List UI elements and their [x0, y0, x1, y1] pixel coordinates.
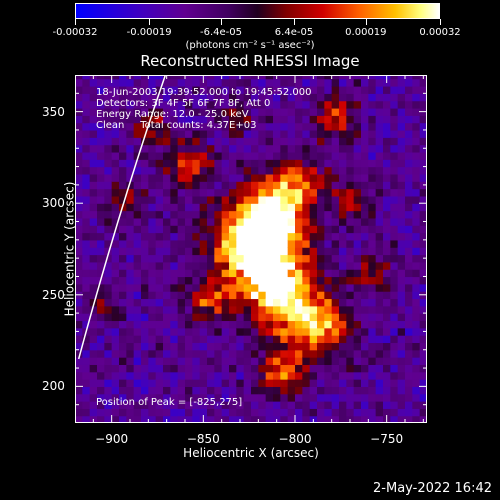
colorbar-tick	[365, 19, 367, 25]
plot-area	[75, 75, 427, 423]
colorbar-tick	[221, 19, 222, 25]
colorbar-tick-label: -6.4e-05	[200, 27, 242, 38]
colorbar	[75, 3, 440, 19]
y-tick-label: 250	[42, 287, 65, 302]
annotation-detectors: Detectors: 3F 4F 5F 6F 7F 8F, Att 0	[96, 98, 271, 109]
colorbar-tick-label: -0.00019	[126, 27, 172, 38]
colorbar-tick	[75, 19, 76, 25]
plot-frame	[75, 75, 427, 423]
y-tick-label: 300	[42, 196, 65, 211]
y-tick-label: 350	[42, 104, 65, 119]
colorbar-tick-label: 0.00032	[419, 27, 461, 38]
colorbar-units: (photons cm⁻² s⁻¹ asec⁻²)	[185, 40, 315, 51]
heatmap-image	[75, 75, 427, 423]
chart-title: Reconstructed RHESSI Image	[140, 52, 360, 70]
colorbar-tick	[294, 19, 295, 25]
heatmap-cells	[75, 75, 427, 423]
colorbar-tick	[149, 19, 151, 25]
colorbar-tick-label: 6.4e-05	[274, 27, 314, 38]
colorbar-tick-label: -0.00032	[52, 27, 98, 38]
annotation-time-range: 18-Jun-2003 19:39:52.000 to 19:45:52.000	[96, 87, 312, 98]
solar-limb-line	[77, 75, 167, 360]
y-tick-label: 200	[42, 379, 65, 394]
x-tick-label: −750	[370, 432, 404, 446]
annotation-peak-position: Position of Peak = [-825,275]	[96, 397, 243, 408]
x-tick-label: −900	[95, 432, 129, 446]
colorbar-tick-label: 0.00019	[345, 27, 387, 38]
annotation-energy-range: Energy Range: 12.0 - 25.0 keV	[96, 109, 249, 120]
x-axis-label: Heliocentric X (arcsec)	[183, 446, 319, 460]
colorbar-tick	[440, 19, 441, 25]
annotation-clean-counts: Clean Total counts: 4.37E+03	[96, 120, 257, 131]
footer-timestamp: 2-May-2022 16:42	[373, 481, 492, 496]
x-tick-label: −850	[186, 432, 220, 446]
y-axis-label: Heliocentric Y (arcsec)	[62, 181, 77, 317]
x-tick-label: −800	[278, 432, 312, 446]
